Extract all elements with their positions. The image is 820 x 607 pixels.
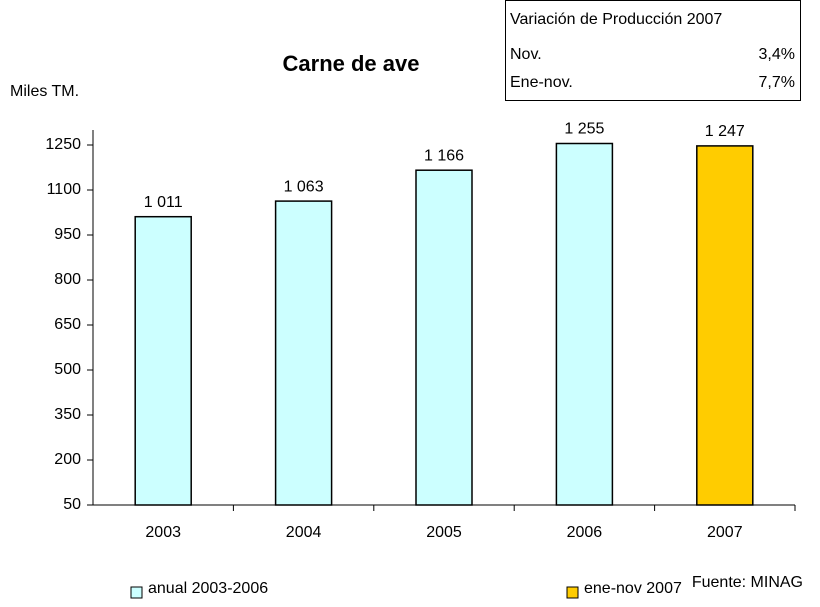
x-tick-label: 2006 bbox=[567, 524, 603, 541]
y-tick-label: 500 bbox=[54, 361, 81, 378]
info-value: 3,4% bbox=[759, 46, 795, 63]
bar bbox=[134, 215, 192, 506]
y-tick-label: 200 bbox=[54, 451, 81, 468]
legend-swatch bbox=[130, 586, 143, 599]
value-label: 1 255 bbox=[564, 121, 604, 138]
x-tick-label: 2005 bbox=[426, 524, 462, 541]
value-label: 1 247 bbox=[705, 123, 745, 140]
value-label: 1 063 bbox=[284, 178, 324, 195]
y-tick-label: 350 bbox=[54, 406, 81, 423]
legend-swatch bbox=[566, 586, 579, 599]
y-tick-label: 800 bbox=[54, 271, 81, 288]
y-tick-label: 50 bbox=[63, 496, 81, 513]
y-tick-label: 1100 bbox=[47, 181, 82, 198]
x-tick-label: 2004 bbox=[286, 524, 322, 541]
bar bbox=[696, 145, 754, 506]
info-label: Nov. bbox=[510, 46, 542, 63]
y-tick-label: 950 bbox=[54, 226, 81, 243]
y-tick-label: 1250 bbox=[45, 136, 81, 153]
bar bbox=[555, 142, 614, 506]
bar bbox=[415, 169, 473, 506]
value-label: 1 166 bbox=[424, 147, 464, 164]
x-tick-label: 2007 bbox=[707, 524, 743, 541]
y-axis-label: Miles TM. bbox=[10, 83, 79, 100]
legend-label: ene-nov 2007 bbox=[584, 580, 682, 597]
x-tick-label: 2003 bbox=[145, 524, 181, 541]
value-label: 1 011 bbox=[144, 194, 183, 211]
info-label: Ene-nov. bbox=[510, 74, 573, 91]
info-value: 7,7% bbox=[759, 74, 795, 91]
info-title: Variación de Producción 2007 bbox=[510, 11, 722, 28]
chart-title: Carne de ave bbox=[283, 51, 420, 76]
legend-label: anual 2003-2006 bbox=[148, 580, 268, 597]
source: Fuente: MINAG bbox=[692, 574, 803, 591]
y-tick-label: 650 bbox=[54, 316, 81, 333]
info-box bbox=[505, 0, 801, 101]
bar bbox=[274, 200, 333, 506]
